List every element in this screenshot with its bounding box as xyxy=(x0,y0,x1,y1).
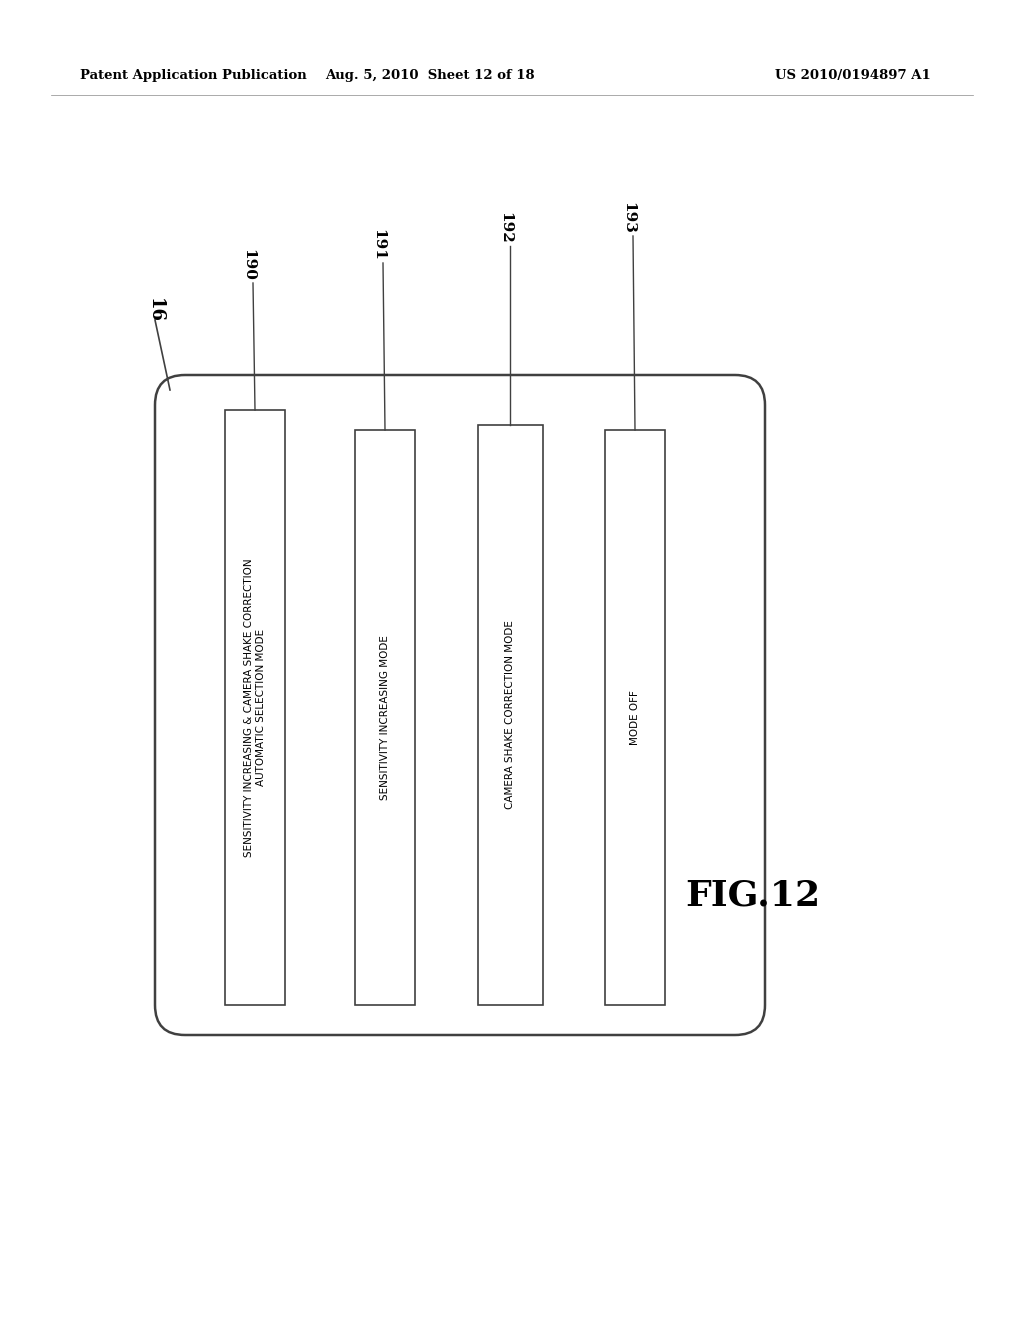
Text: 16: 16 xyxy=(146,297,164,322)
Bar xyxy=(225,411,285,1005)
Text: 190: 190 xyxy=(241,249,255,281)
Text: Patent Application Publication: Patent Application Publication xyxy=(80,69,307,82)
Bar xyxy=(605,430,665,1005)
Text: SENSITIVITY INCREASING MODE: SENSITIVITY INCREASING MODE xyxy=(380,635,390,800)
Text: Aug. 5, 2010  Sheet 12 of 18: Aug. 5, 2010 Sheet 12 of 18 xyxy=(326,69,535,82)
Text: 191: 191 xyxy=(371,230,385,261)
Text: SENSITIVITY INCREASING & CAMERA SHAKE CORRECTION
AUTOMATIC SELECTION MODE: SENSITIVITY INCREASING & CAMERA SHAKE CO… xyxy=(244,558,266,857)
Text: MODE OFF: MODE OFF xyxy=(630,690,640,744)
Text: 192: 192 xyxy=(498,213,512,244)
Text: FIG.12: FIG.12 xyxy=(685,878,820,912)
Text: CAMERA SHAKE CORRECTION MODE: CAMERA SHAKE CORRECTION MODE xyxy=(505,620,515,809)
FancyBboxPatch shape xyxy=(155,375,765,1035)
Text: US 2010/0194897 A1: US 2010/0194897 A1 xyxy=(775,69,931,82)
Bar xyxy=(477,425,543,1005)
Text: 193: 193 xyxy=(621,202,635,234)
Bar xyxy=(355,430,415,1005)
